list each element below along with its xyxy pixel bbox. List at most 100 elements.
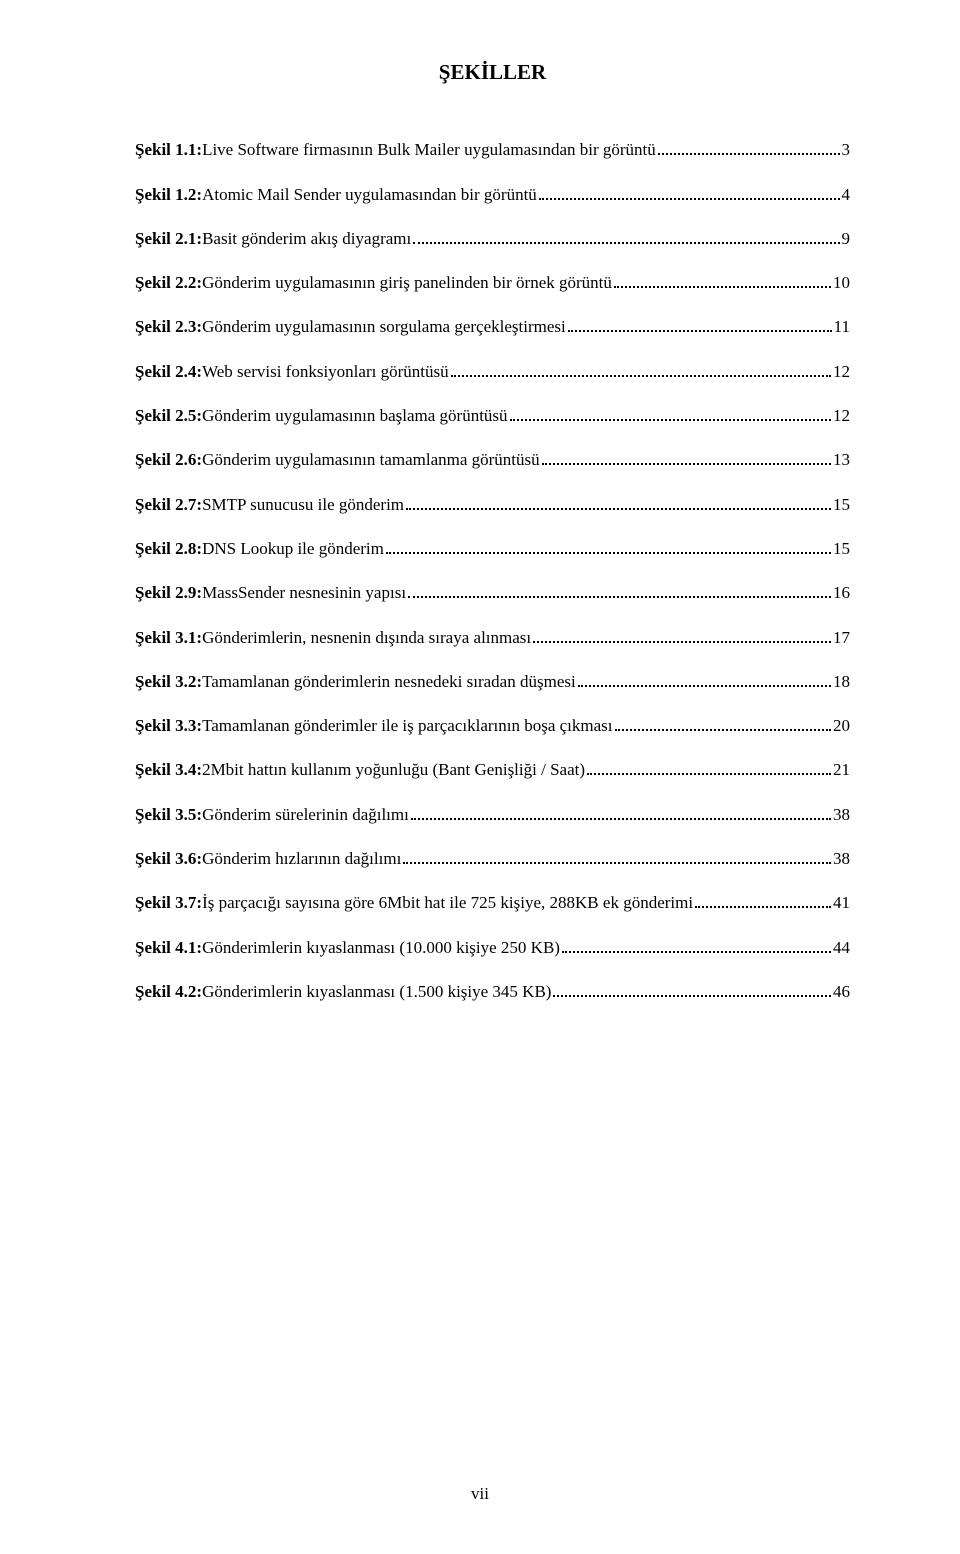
figure-description: Gönderimlerin kıyaslanması (10.000 kişiy… xyxy=(202,938,560,958)
figure-description: Gönderim uygulamasının giriş panelinden … xyxy=(202,273,612,293)
list-item: Şekil 2.3: Gönderim uygulamasının sorgul… xyxy=(135,317,850,337)
figure-page: 38 xyxy=(833,805,850,825)
figure-page: 4 xyxy=(842,185,851,205)
list-item: Şekil 1.2: Atomic Mail Sender uygulaması… xyxy=(135,184,850,204)
figure-page: 16 xyxy=(833,583,850,603)
figure-description: İş parçacığı sayısına göre 6Mbit hat ile… xyxy=(202,893,693,913)
figure-page: 20 xyxy=(833,716,850,736)
leader-dots xyxy=(562,937,831,952)
figure-label: Şekil 3.5: xyxy=(135,805,202,825)
leader-dots xyxy=(542,450,831,465)
page-number: vii xyxy=(0,1484,960,1504)
figure-description: Gönderim uygulamasının başlama görüntüsü xyxy=(202,406,507,426)
figure-page: 38 xyxy=(833,849,850,869)
list-item: Şekil 2.1: Basit gönderim akış diyagramı… xyxy=(135,229,850,249)
leader-dots xyxy=(386,539,831,554)
list-item: Şekil 2.4: Web servisi fonksiyonları gör… xyxy=(135,361,850,381)
list-item: Şekil 4.1: Gönderimlerin kıyaslanması (1… xyxy=(135,937,850,957)
figure-page: 15 xyxy=(833,539,850,559)
list-item: Şekil 2.8: DNS Lookup ile gönderim 15 xyxy=(135,539,850,559)
list-item: Şekil 2.2: Gönderim uygulamasının giriş … xyxy=(135,273,850,293)
figure-page: 21 xyxy=(833,760,850,780)
leader-dots xyxy=(451,361,831,376)
figure-description: Web servisi fonksiyonları görüntüsü xyxy=(202,362,449,382)
figure-description: Basit gönderim akış diyagramı xyxy=(202,229,411,249)
figure-description: Atomic Mail Sender uygulamasından bir gö… xyxy=(202,185,537,205)
figure-label: Şekil 1.1: xyxy=(135,140,202,160)
list-item: Şekil 3.7: İş parçacığı sayısına göre 6M… xyxy=(135,893,850,913)
leader-dots xyxy=(403,849,831,864)
list-item: Şekil 3.3: Tamamlanan gönderimler ile iş… xyxy=(135,716,850,736)
figure-description: MassSender nesnesinin yapısı xyxy=(202,583,406,603)
list-item: Şekil 1.1: Live Software firmasının Bulk… xyxy=(135,140,850,160)
figure-label: Şekil 2.4: xyxy=(135,362,202,382)
figure-label: Şekil 3.3: xyxy=(135,716,202,736)
leader-dots xyxy=(539,184,840,199)
figure-label: Şekil 3.6: xyxy=(135,849,202,869)
leader-dots xyxy=(408,583,831,598)
list-item: Şekil 2.7: SMTP sunucusu ile gönderim 15 xyxy=(135,494,850,514)
leader-dots xyxy=(510,406,831,421)
figure-label: Şekil 2.6: xyxy=(135,450,202,470)
figure-list: Şekil 1.1: Live Software firmasının Bulk… xyxy=(135,140,850,1002)
figure-page: 44 xyxy=(833,938,850,958)
leader-dots xyxy=(413,229,839,244)
figure-description: DNS Lookup ile gönderim xyxy=(202,539,384,559)
figure-description: Gönderim hızlarının dağılımı xyxy=(202,849,401,869)
leader-dots xyxy=(615,716,831,731)
figure-description: Gönderimlerin kıyaslanması (1.500 kişiye… xyxy=(202,982,551,1002)
figure-page: 13 xyxy=(833,450,850,470)
figure-page: 9 xyxy=(842,229,851,249)
figure-description: Gönderimlerin, nesnenin dışında sıraya a… xyxy=(202,628,531,648)
figure-label: Şekil 3.1: xyxy=(135,628,202,648)
figure-label: Şekil 2.9: xyxy=(135,583,202,603)
figure-label: Şekil 2.8: xyxy=(135,539,202,559)
leader-dots xyxy=(406,494,831,509)
figure-description: Gönderim sürelerinin dağılımı xyxy=(202,805,409,825)
figure-page: 12 xyxy=(833,362,850,382)
list-item: Şekil 2.9: MassSender nesnesinin yapısı 1… xyxy=(135,583,850,603)
leader-dots xyxy=(578,672,831,687)
figure-label: Şekil 3.4: xyxy=(135,760,202,780)
list-item: Şekil 4.2: Gönderimlerin kıyaslanması (1… xyxy=(135,982,850,1002)
leader-dots xyxy=(695,893,831,908)
list-item: Şekil 3.2: Tamamlanan gönderimlerin nesn… xyxy=(135,672,850,692)
figure-page: 3 xyxy=(842,140,851,160)
figure-page: 11 xyxy=(834,317,850,337)
figure-label: Şekil 3.7: xyxy=(135,893,202,913)
figure-description: Tamamlanan gönderimler ile iş parçacıkla… xyxy=(202,716,612,736)
figure-label: Şekil 4.1: xyxy=(135,938,202,958)
list-item: Şekil 2.5: Gönderim uygulamasının başlam… xyxy=(135,406,850,426)
leader-dots xyxy=(411,804,831,819)
figure-description: SMTP sunucusu ile gönderim xyxy=(202,495,404,515)
list-item: Şekil 3.1: Gönderimlerin, nesnenin dışın… xyxy=(135,627,850,647)
figure-label: Şekil 4.2: xyxy=(135,982,202,1002)
figure-description: Gönderim uygulamasının tamamlanma görünt… xyxy=(202,450,540,470)
list-item: Şekil 3.4: 2Mbit hattın kullanım yoğunlu… xyxy=(135,760,850,780)
leader-dots xyxy=(553,982,831,997)
figure-label: Şekil 2.2: xyxy=(135,273,202,293)
figure-description: Live Software firmasının Bulk Mailer uyg… xyxy=(202,140,656,160)
figure-page: 18 xyxy=(833,672,850,692)
list-item: Şekil 2.6: Gönderim uygulamasının tamaml… xyxy=(135,450,850,470)
figure-page: 41 xyxy=(833,893,850,913)
figure-page: 15 xyxy=(833,495,850,515)
figure-description: Tamamlanan gönderimlerin nesnedeki sırad… xyxy=(202,672,576,692)
figure-page: 17 xyxy=(833,628,850,648)
list-item: Şekil 3.6: Gönderim hızlarının dağılımı 3… xyxy=(135,849,850,869)
page-title: ŞEKİLLER xyxy=(135,60,850,85)
figure-label: Şekil 2.1: xyxy=(135,229,202,249)
figure-description: Gönderim uygulamasının sorgulama gerçekl… xyxy=(202,317,566,337)
leader-dots xyxy=(614,273,831,288)
figure-label: Şekil 2.7: xyxy=(135,495,202,515)
list-item: Şekil 3.5: Gönderim sürelerinin dağılımı… xyxy=(135,804,850,824)
figure-label: Şekil 2.3: xyxy=(135,317,202,337)
figure-page: 10 xyxy=(833,273,850,293)
figure-label: Şekil 3.2: xyxy=(135,672,202,692)
leader-dots xyxy=(568,317,832,332)
figure-page: 46 xyxy=(833,982,850,1002)
leader-dots xyxy=(587,760,831,775)
leader-dots xyxy=(533,627,831,642)
figure-label: Şekil 2.5: xyxy=(135,406,202,426)
figure-description: 2Mbit hattın kullanım yoğunluğu (Bant Ge… xyxy=(202,760,585,780)
